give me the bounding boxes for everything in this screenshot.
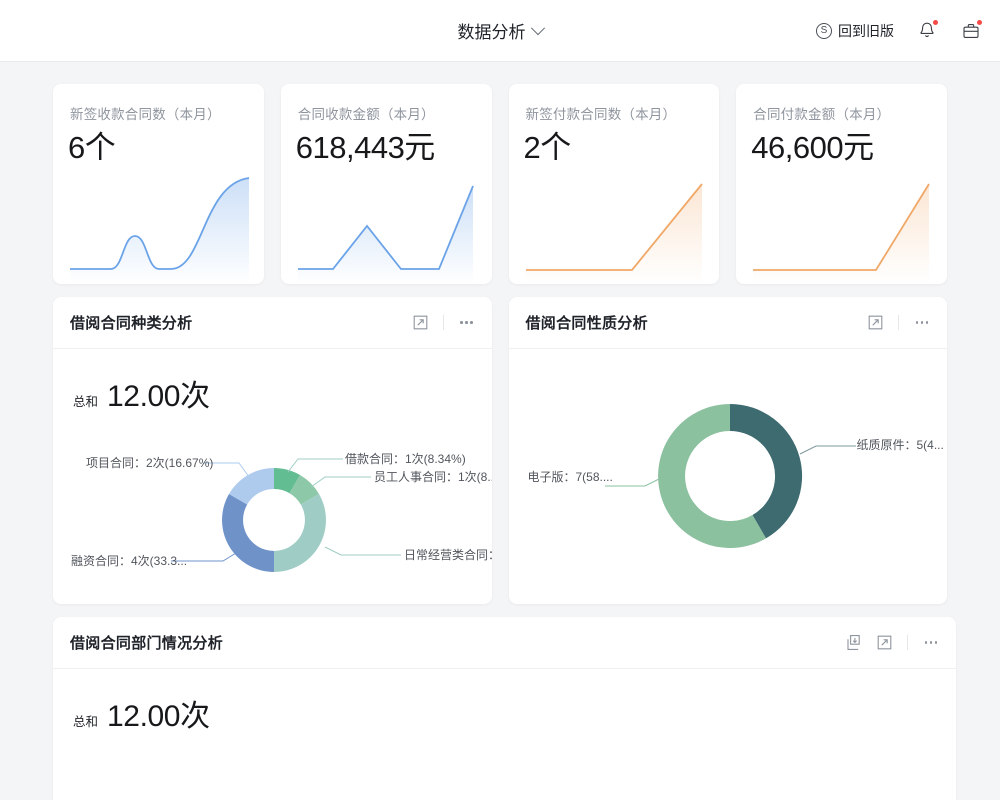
card-title: 借阅合同性质分析 xyxy=(525,315,648,332)
back-to-old-version-label: 回到旧版 xyxy=(838,23,894,39)
kpi-card-new-receivable-contracts[interactable]: 新签收款合同数（本月） 6个 xyxy=(53,84,264,284)
notifications-button[interactable] xyxy=(916,19,939,42)
pie-svg xyxy=(53,735,956,800)
card-title: 借阅合同部门情况分析 xyxy=(70,635,224,652)
card-header: 借阅合同性质分析 xyxy=(508,297,947,349)
donut-label-yuangong: 员工人事合同：1次(8.... xyxy=(374,470,492,484)
swap-circle-icon: S xyxy=(816,23,832,39)
total-label: 总和 xyxy=(73,395,99,409)
kpi-value: 618,443元 xyxy=(295,130,436,165)
kpi-value: 6个 xyxy=(68,130,116,165)
kpi-value: 46,600元 xyxy=(751,130,874,165)
donut-svg xyxy=(171,458,401,572)
page-title: 数据分析 xyxy=(457,23,526,42)
sparkline-chart xyxy=(525,183,703,284)
briefcase-icon xyxy=(963,24,979,38)
back-to-old-version-button[interactable]: S 回到旧版 xyxy=(816,21,894,41)
card-header: 借阅合同部门情况分析 xyxy=(53,617,956,669)
card-department-analysis: 借阅合同部门情况分析 总和 12.00次 xyxy=(53,617,956,800)
more-icon[interactable] xyxy=(913,314,931,331)
sparkline-chart xyxy=(753,183,931,284)
kpi-label: 新签付款合同数（本月） xyxy=(525,107,677,122)
donut-label-jiekuan: 借款合同：1次(8.34%) xyxy=(345,452,466,466)
expand-icon[interactable] xyxy=(867,314,884,331)
card-actions xyxy=(412,314,476,331)
donut-label-richang: 日常经营类合同：4... xyxy=(404,548,492,562)
total-row: 总和 12.00次 xyxy=(53,669,956,735)
more-icon[interactable] xyxy=(922,634,940,651)
kpi-label: 新签收款合同数（本月） xyxy=(70,107,221,122)
sparkline-chart xyxy=(70,177,250,284)
donut-svg xyxy=(604,403,856,548)
total-row: 总和 12.00次 xyxy=(53,349,492,415)
notification-badge xyxy=(932,19,939,26)
donut-label-rongzi: 融资合同：4次(33.3... xyxy=(71,554,188,568)
kpi-card-receivable-amount[interactable]: 合同收款金额（本月） 618,443元 xyxy=(280,84,492,284)
donut-label-zhizhi: 纸质原件：5(4... xyxy=(856,438,944,452)
sparkline-chart xyxy=(297,185,474,284)
top-bar-actions: S 回到旧版 xyxy=(816,0,983,62)
more-icon[interactable] xyxy=(458,314,476,331)
expand-icon[interactable] xyxy=(876,634,893,651)
card-header: 借阅合同种类分析 xyxy=(53,297,492,349)
total-label: 总和 xyxy=(73,715,99,729)
donut-chart-contract-nature: 纸质原件：5(4... 电子版：7(58.... xyxy=(509,349,948,603)
top-bar: 数据分析 S 回到旧版 xyxy=(0,0,1000,62)
bell-icon xyxy=(920,22,934,37)
donut-label-xiangmu: 项目合同：2次(16.67%) xyxy=(86,456,214,470)
dashboard-content: 新签收款合同数（本月） 6个 合同收款金额（本月） 618,443元 xyxy=(0,62,1000,800)
pie-chart-department: 综合管理部：2次(16.67%) xyxy=(53,735,956,800)
kpi-value: 2个 xyxy=(523,130,572,165)
download-icon[interactable] xyxy=(846,634,863,651)
action-divider xyxy=(442,315,444,330)
card-title: 借阅合同种类分析 xyxy=(70,315,193,332)
total-value: 12.00次 xyxy=(107,380,210,413)
kpi-card-payable-amount[interactable]: 合同付款金额（本月） 46,600元 xyxy=(736,84,947,284)
total-value: 12.00次 xyxy=(107,700,210,733)
kpi-label: 合同收款金额（本月） xyxy=(297,107,435,122)
workbench-badge xyxy=(976,19,983,26)
card-actions xyxy=(867,314,931,331)
card-actions xyxy=(846,634,940,651)
kpi-label: 合同付款金额（本月） xyxy=(753,107,891,122)
card-contract-type-analysis: 借阅合同种类分析 总和 12.00次 xyxy=(53,297,492,604)
workbench-button[interactable] xyxy=(960,19,983,42)
kpi-card-row: 新签收款合同数（本月） 6个 合同收款金额（本月） 618,443元 xyxy=(53,84,947,284)
chart-card-row: 借阅合同种类分析 总和 12.00次 xyxy=(53,297,947,604)
expand-icon[interactable] xyxy=(412,314,429,331)
action-divider xyxy=(898,315,899,330)
card-contract-nature-analysis: 借阅合同性质分析 xyxy=(508,297,948,604)
donut-label-dianzi: 电子版：7(58.... xyxy=(527,470,613,484)
donut-chart-contract-type: 借款合同：1次(8.34%) 员工人事合同：1次(8.... 日常经营类合同：4… xyxy=(53,415,492,604)
kpi-card-new-payable-contracts[interactable]: 新签付款合同数（本月） 2个 xyxy=(508,84,720,284)
action-divider xyxy=(907,635,908,650)
chevron-down-icon[interactable] xyxy=(530,20,545,35)
